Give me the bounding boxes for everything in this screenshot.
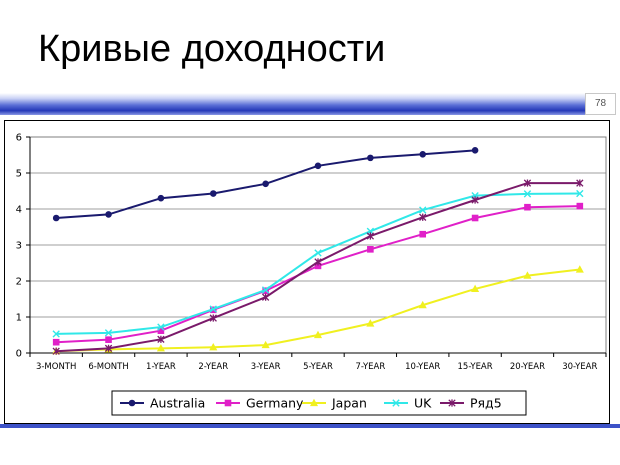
legend-marker (128, 399, 136, 407)
data-point (314, 249, 322, 257)
data-point (156, 344, 165, 352)
header-bar (0, 93, 585, 115)
data-point (314, 162, 322, 170)
data-point (52, 347, 60, 355)
y-tick-label: 5 (16, 169, 22, 180)
y-tick-label: 2 (16, 277, 22, 288)
data-point (367, 246, 374, 253)
data-point (209, 190, 217, 197)
legend-label: UK (414, 396, 432, 411)
data-point (471, 147, 479, 154)
data-point (52, 214, 60, 222)
data-point (419, 206, 427, 214)
data-point (524, 203, 531, 211)
page-number: 78 (585, 93, 616, 115)
data-point (576, 202, 584, 210)
slide-title: Кривые доходности (38, 28, 386, 70)
x-tick-label: 15-YEAR (458, 362, 493, 372)
data-point (418, 300, 427, 309)
legend-label: Australia (150, 396, 205, 411)
y-tick-label: 3 (16, 241, 22, 252)
yield-curve-chart: 0 1 2 3 4 5 6 3-MONTH 6-MONTH 1-YEAR 2-YEAR 3-YEAR 5… (4, 120, 610, 424)
data-point (105, 211, 112, 218)
legend-marker (448, 399, 456, 407)
data-point (314, 258, 322, 266)
x-tick-label: 10-YEAR (405, 362, 440, 372)
x-tick-label: 3-YEAR (251, 362, 281, 372)
x-tick-label: 5-YEAR (303, 362, 333, 372)
x-tick-label: 30-YEAR (562, 362, 597, 372)
y-tick-label: 6 (16, 133, 22, 144)
data-point (261, 340, 270, 349)
data-point (261, 286, 270, 294)
data-point (52, 330, 60, 338)
y-tick-label: 0 (16, 349, 22, 360)
x-tick-label: 3-MONTH (36, 362, 76, 372)
data-point (157, 335, 165, 343)
data-point (262, 180, 269, 188)
data-point (419, 213, 427, 221)
data-point (157, 194, 165, 202)
chart: 0 1 2 3 4 5 6 3-MONTH 6-MONTH 1-YEAR 2-YEAR 3-YEAR 5… (4, 120, 610, 424)
data-point (157, 323, 165, 331)
data-point (261, 293, 270, 301)
legend-label: Ряд5 (470, 396, 502, 411)
data-point (209, 343, 218, 351)
data-point (576, 179, 584, 187)
bottom-bar (0, 424, 620, 428)
data-point (471, 214, 479, 222)
x-tick-label: 2-YEAR (198, 362, 228, 372)
x-tick-label: 20-YEAR (510, 362, 545, 372)
data-point (523, 271, 532, 279)
y-tick-label: 4 (16, 205, 22, 216)
legend-marker (392, 399, 400, 407)
data-point (576, 189, 584, 198)
data-point (313, 330, 323, 339)
data-point (471, 284, 480, 293)
data-point (366, 232, 375, 240)
data-point (105, 336, 112, 343)
data-point (366, 319, 375, 327)
x-tick-label: 6-MONTH (88, 362, 128, 372)
x-tick-label: 7-YEAR (355, 362, 385, 372)
data-point (471, 196, 479, 204)
data-point (419, 150, 427, 158)
legend-marker (309, 398, 319, 407)
data-point (523, 179, 532, 187)
data-point (523, 190, 532, 198)
data-point (209, 314, 217, 322)
data-point (575, 265, 584, 273)
legend-label: Japan (331, 396, 367, 411)
data-point (209, 305, 217, 313)
data-point (104, 344, 113, 352)
data-point (367, 154, 374, 162)
x-tick-label: 1-YEAR (146, 362, 176, 372)
y-tick-label: 1 (16, 313, 22, 324)
legend-label: Germany (246, 396, 304, 411)
data-point (52, 338, 60, 346)
legend-marker (224, 399, 232, 407)
data-point (419, 230, 427, 238)
data-point (104, 329, 113, 337)
